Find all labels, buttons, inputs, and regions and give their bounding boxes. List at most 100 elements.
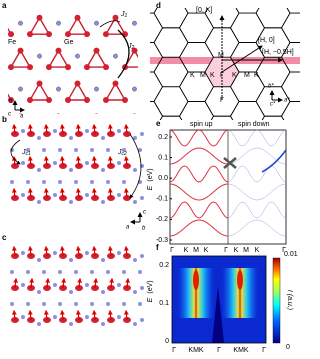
fe-atom [160,64,166,70]
fe-atom [189,15,195,21]
label: Γ [224,247,228,254]
triangle [201,0,220,1]
fe-atom [112,14,119,21]
spin [108,123,113,135]
label: e [156,119,161,128]
label: b [9,99,13,105]
fe-atom [94,113,99,114]
ge-atom [140,132,144,136]
label: Γ [282,247,286,254]
fe-atom [217,0,223,4]
ge-atom [18,86,23,92]
ge-atom [42,302,46,306]
fe-atom [56,113,61,114]
ge-atom [122,180,126,184]
label: 0 [165,338,169,345]
band-line [169,201,229,219]
ge-atom [101,168,105,172]
ge-atom [42,270,46,274]
ge-atom [26,148,30,152]
fe-atom [122,0,128,4]
fe-atom [27,97,33,103]
label: b [142,226,146,232]
spin [45,277,50,289]
fe-atom [170,48,176,54]
ge-atom [246,87,250,91]
spin [92,245,97,257]
ge-atom [101,290,105,294]
ge-atom [69,136,73,140]
band-line [227,147,287,165]
triangle [220,18,239,34]
ge-atom [140,318,144,322]
label: KMK [233,347,249,354]
label: a [20,114,24,120]
label: M [200,72,206,79]
bz-hex [150,12,163,43]
spin [60,309,65,321]
band-line [169,219,229,237]
ge-atom [58,148,62,152]
ge-atom [42,148,46,152]
fe-atom [36,80,43,87]
fe-atom [103,97,109,103]
label: E [147,297,154,302]
map-dip [212,286,224,343]
fe-atom [8,64,14,71]
crossing [223,157,237,169]
spin [108,309,113,321]
ge-atom [117,129,121,133]
panel-f: 0.2 0.1 0 E (eV) Γ KMK Γ KMK Γ 0.01 0 I (a.u.) [147,251,298,354]
bz-hex [153,86,189,117]
ge-atom [117,315,121,319]
label: (eV) [147,168,154,181]
spin [28,245,33,257]
bz [103,0,300,189]
triangle [182,84,201,100]
ge-atom [69,200,73,204]
triangle [47,49,70,68]
spin [76,187,81,199]
label: KMK [188,347,204,354]
ge-atom [21,315,25,319]
ge-atom [133,258,137,262]
bz-hex [103,0,137,28]
fe-atom [122,31,128,38]
ge-atom [122,148,126,152]
fe-atom [65,0,71,4]
fe-atom [0,15,5,21]
band-line [169,129,229,147]
label: Γ [220,72,224,79]
label: Jc1 [21,149,31,157]
triangle [104,82,127,101]
spin [12,309,17,321]
label: f [156,243,159,252]
label: a* [284,98,290,104]
label: a [126,225,130,231]
triangle [258,18,277,34]
fe-atom [160,97,166,103]
label: K [232,72,237,79]
map-peak [237,270,243,290]
fe-atom [27,31,33,38]
fe-atom [103,0,109,4]
ge-atom [21,251,25,255]
triangle [49,116,68,132]
label: Fe [8,39,16,46]
spin [44,155,49,167]
label: Γ [170,247,174,254]
ge-atom [74,148,78,152]
label: K [255,247,260,254]
bz-hex [231,160,265,189]
fe-atom [236,31,242,37]
ge-atom [122,302,126,306]
ge-atom [26,270,30,274]
sub: 1 [125,13,128,19]
spin [29,277,34,289]
fe-atom [46,0,52,4]
spin [124,245,129,257]
fe-atom [198,31,204,37]
fe-atom [84,97,90,103]
spin [76,155,81,167]
label: M [218,52,224,59]
